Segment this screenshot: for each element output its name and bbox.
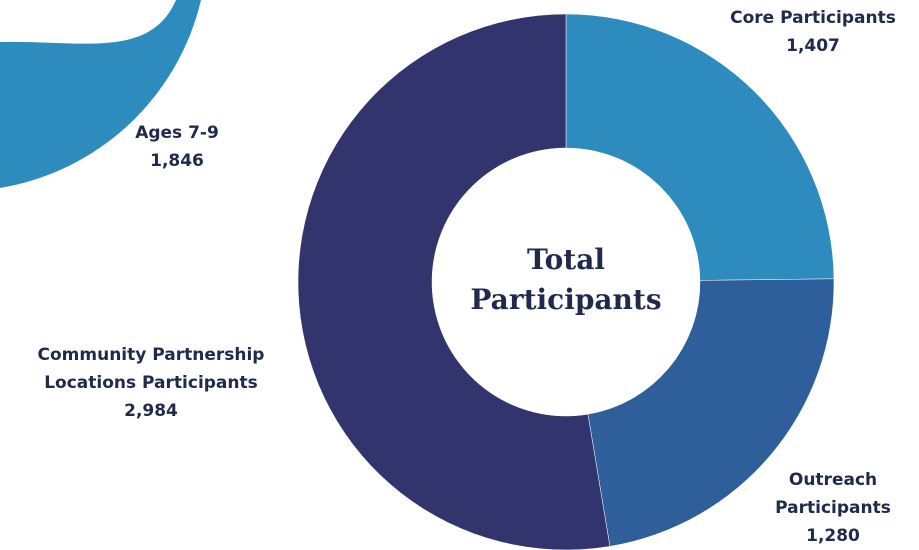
slice bbox=[0, 0, 201, 188]
value-label: 1,846 bbox=[150, 151, 204, 171]
value-label: 1,280 bbox=[806, 526, 860, 546]
value-label: 1,407 bbox=[786, 36, 840, 56]
slice bbox=[587, 278, 835, 547]
slice-label: Core Participants 1,407 bbox=[713, 4, 913, 60]
category-label: Outreach Participants bbox=[775, 470, 891, 518]
chart-title: Total Participants bbox=[470, 243, 662, 316]
category-label: Ages 7-9 bbox=[135, 123, 219, 143]
value-label: 2,984 bbox=[124, 401, 178, 421]
donut bbox=[297, 13, 835, 550]
slice bbox=[565, 13, 835, 281]
slice-label: Outreach Participants 1,280 bbox=[748, 466, 918, 550]
slice bbox=[297, 13, 611, 550]
slice-label: Ages 7-9 1,846 bbox=[97, 119, 257, 175]
slice-label: Community Partnership Locations Particip… bbox=[11, 341, 291, 425]
category-label: Core Participants bbox=[730, 8, 896, 28]
category-label: Community Partnership Locations Particip… bbox=[37, 345, 265, 393]
